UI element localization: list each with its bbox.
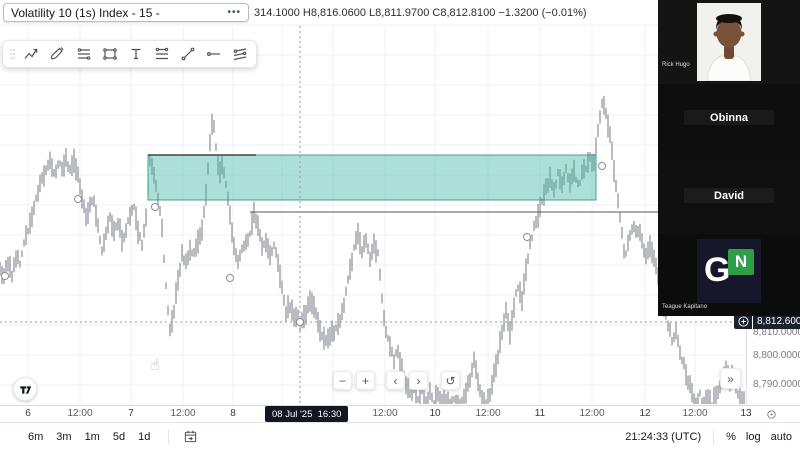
participant-name-rick: Rick Hugo [662,62,690,68]
symbol-legend-bar: Volatility 10 (1s) Index - 15 - ••• 314.… [3,3,587,22]
crosshair-price-label: 8,812.6004 [734,313,800,329]
time-tick-label: 7 [128,408,134,419]
range-button-5d[interactable]: 5d [112,430,126,443]
participant-tile-obinna[interactable]: Obinna [658,84,800,158]
tradingview-logo[interactable] [13,377,37,401]
time-tick-label: 12:00 [170,408,196,419]
divider [713,429,715,444]
price-tick-label: 8,800.0000 [753,350,800,361]
toolbar-drag-handle[interactable] [8,43,17,65]
scale-button-percent[interactable]: % [726,430,736,443]
reset-chart-button[interactable]: ↺ [441,371,460,390]
add-alert-plus-icon[interactable] [734,313,752,329]
time-tick-label: 13 [740,408,752,419]
bottom-toolbar: 6m 3m 1m 5d 1d 21:24:33 (UTC) % log auto [0,422,800,450]
fib-retracement-icon[interactable] [151,43,173,65]
scroll-left-button[interactable]: ‹ [386,371,405,390]
time-tick-label: 12:00 [67,408,93,419]
time-tick-label: 12:00 [475,408,501,419]
participant-name-bar: Obinna [684,110,774,125]
participant-tile-rick[interactable]: Rick Hugo [658,0,800,84]
drawing-toolbar [2,40,257,68]
text-icon[interactable] [125,43,147,65]
zoom-in-button[interactable]: + [356,371,375,390]
fib-channel-icon[interactable] [229,43,251,65]
divider [168,429,170,444]
chart-nav-controls: − + ‹ › ↺ [333,371,460,390]
drawing-anchor-handle[interactable] [1,272,9,280]
zigzag-arrow-icon[interactable] [21,43,43,65]
drawing-anchor-handle[interactable] [296,318,304,326]
hand-cursor-icon: ☝ [150,355,160,374]
scale-controls: 21:24:33 (UTC) % log auto [625,429,792,444]
price-bars [0,95,745,404]
participant-name-bar: David [684,188,774,203]
date-range-buttons: 6m 3m 1m 5d 1d [28,431,150,443]
range-button-1m[interactable]: 1m [84,430,100,443]
range-button-1d[interactable]: 1d [138,430,151,443]
crosshair-price-value: 8,812.6004 [753,313,800,329]
go-to-date-calendar-icon[interactable] [183,429,198,444]
gn-logo-green-square: N [728,249,754,275]
time-tick-label: 11 [534,408,546,419]
trend-line-icon[interactable] [177,43,199,65]
video-call-panel: Rick Hugo Obinna David G N Teague Kapita… [658,0,800,316]
time-axis-settings-icon[interactable] [765,408,778,426]
time-axis[interactable]: 6 12:00 7 12:00 8 12:00 10 12:00 11 12:00 12 12:00 1… [0,405,800,422]
scale-button-log[interactable]: log [745,430,761,443]
symbol-pill[interactable]: Volatility 10 (1s) Index - 15 - ••• [3,3,249,22]
supply-zone-rectangle[interactable] [147,154,597,201]
participant-video-rick [697,3,761,81]
participant-tile-teague[interactable]: G N Teague Kapitano [658,234,800,316]
price-tick-label: 8,790.0000 [753,379,800,390]
ohlc-values: 314.1000 H8,816.0600 L8,811.9700 C8,812.… [254,6,587,19]
scale-button-auto[interactable]: auto [770,430,792,443]
range-button-6m[interactable]: 6m [28,430,44,443]
drawing-anchor-handle[interactable] [598,162,606,170]
price-tick-label: 8,810.0000 [753,327,800,338]
time-tick-label: 10 [429,408,441,419]
zoom-out-button[interactable]: − [333,371,352,390]
time-tick-label: 8 [230,408,236,419]
collapse-panel-button[interactable]: » [720,368,741,389]
scale-buttons: % log auto [726,431,792,443]
time-tick-label: 12:00 [682,408,708,419]
crosshair-time-label: 08 Jul '25 16:30 [265,406,349,422]
range-button-3m[interactable]: 3m [56,430,72,443]
drawing-anchor-handle[interactable] [226,274,234,282]
time-tick-label: 6 [25,408,31,419]
participant-tile-david[interactable]: David [658,158,800,234]
drawing-anchor-handle[interactable] [74,195,82,203]
drawing-anchor-handle[interactable] [523,233,531,241]
participant-name-obinna: Obinna [710,111,748,124]
brush-icon[interactable] [47,43,69,65]
parallel-channel-icon[interactable] [73,43,95,65]
participant-name-david: David [714,189,744,202]
clock-utc[interactable]: 21:24:33 (UTC) [625,430,702,443]
drawing-anchor-markers [1,162,606,326]
time-tick-label: 12 [639,408,651,419]
drawing-anchor-handle[interactable] [151,203,159,211]
gn-logo-letter-g: G [704,251,731,289]
time-tick-label: 12:00 [372,408,398,419]
gn-logo: G N [697,239,761,303]
symbol-title: Volatility 10 (1s) Index - 15 - [11,5,160,20]
rectangle-icon[interactable] [99,43,121,65]
participant-name-teague: Teague Kapitano [662,304,708,310]
horizontal-ray-icon[interactable] [203,43,225,65]
scroll-right-button[interactable]: › [409,371,428,390]
more-options-button[interactable]: ••• [227,7,241,18]
price-axis[interactable]: 8,810.0000 8,800.0000 8,790.0000 [746,316,800,405]
gn-logo-letter-n: N [734,252,748,271]
time-tick-label: 12:00 [579,408,605,419]
